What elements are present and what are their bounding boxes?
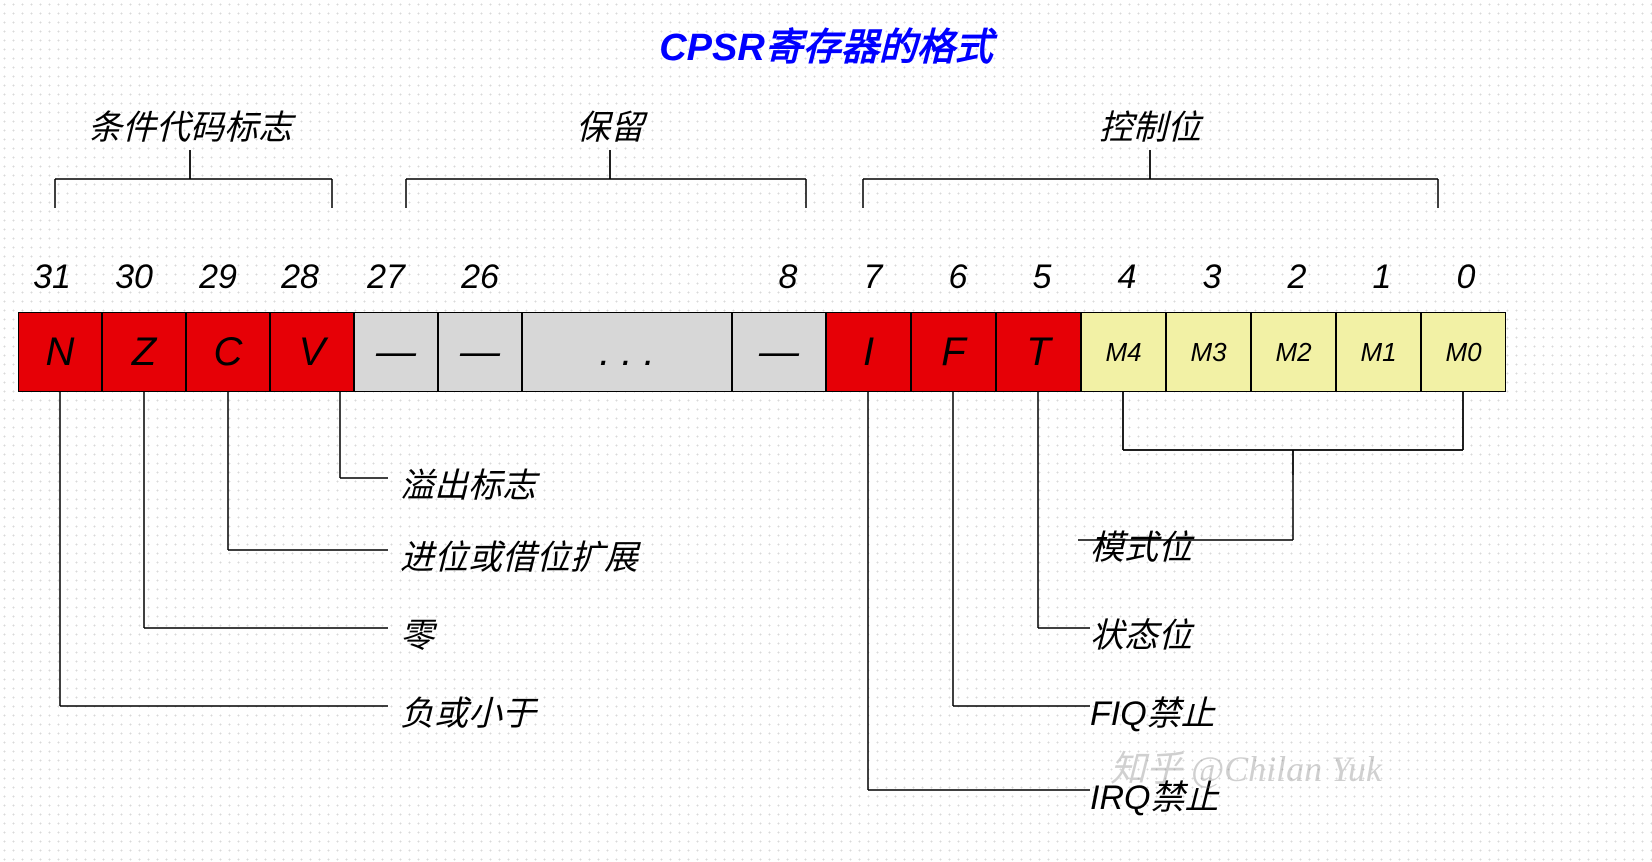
desc-t: 状态位 bbox=[1090, 608, 1192, 657]
bit-m4: M4 bbox=[1081, 312, 1166, 392]
bit-number: 5 bbox=[1012, 258, 1072, 297]
bit-m0: M0 bbox=[1421, 312, 1506, 392]
bit-number: 7 bbox=[843, 258, 903, 297]
bit-ellipsis: . . . bbox=[522, 312, 732, 392]
bit-number: 1 bbox=[1352, 258, 1412, 297]
group-label-control: 控制位 bbox=[1080, 100, 1220, 149]
bit-i: I bbox=[826, 312, 911, 392]
bit-c: C bbox=[186, 312, 270, 392]
bit-t: T bbox=[996, 312, 1081, 392]
desc-mode: 模式位 bbox=[1090, 520, 1192, 569]
bit-f: F bbox=[911, 312, 996, 392]
bit-number: 31 bbox=[22, 258, 82, 297]
desc-c: 进位或借位扩展 bbox=[400, 530, 638, 579]
desc-n: 负或小于 bbox=[400, 686, 536, 735]
bit-number: 3 bbox=[1182, 258, 1242, 297]
bit-m3: M3 bbox=[1166, 312, 1251, 392]
desc-v: 溢出标志 bbox=[400, 458, 536, 507]
bit-z: Z bbox=[102, 312, 186, 392]
bit-number: 8 bbox=[758, 258, 818, 297]
bit-8: — bbox=[732, 312, 826, 392]
bit-n: N bbox=[18, 312, 102, 392]
bit-27: — bbox=[354, 312, 438, 392]
watermark: 知乎 @Chilan Yuk bbox=[1110, 740, 1382, 792]
bit-number: 30 bbox=[104, 258, 164, 297]
group-label-reserved: 保留 bbox=[560, 100, 660, 149]
bit-number: 27 bbox=[356, 258, 416, 297]
bit-number: 0 bbox=[1436, 258, 1496, 297]
group-label-flags: 条件代码标志 bbox=[40, 100, 340, 149]
bit-number: 6 bbox=[928, 258, 988, 297]
bit-m2: M2 bbox=[1251, 312, 1336, 392]
bit-number: 4 bbox=[1097, 258, 1157, 297]
diagram-title: CPSR寄存器的格式 bbox=[0, 16, 1652, 71]
desc-f: FIQ禁止 bbox=[1090, 686, 1215, 735]
bit-m1: M1 bbox=[1336, 312, 1421, 392]
bit-number: 26 bbox=[450, 258, 510, 297]
bit-number: 2 bbox=[1267, 258, 1327, 297]
bit-v: V bbox=[270, 312, 354, 392]
desc-z: 零 bbox=[400, 608, 434, 657]
bit-number: 29 bbox=[188, 258, 248, 297]
bit-number: 28 bbox=[270, 258, 330, 297]
bit-26: — bbox=[438, 312, 522, 392]
